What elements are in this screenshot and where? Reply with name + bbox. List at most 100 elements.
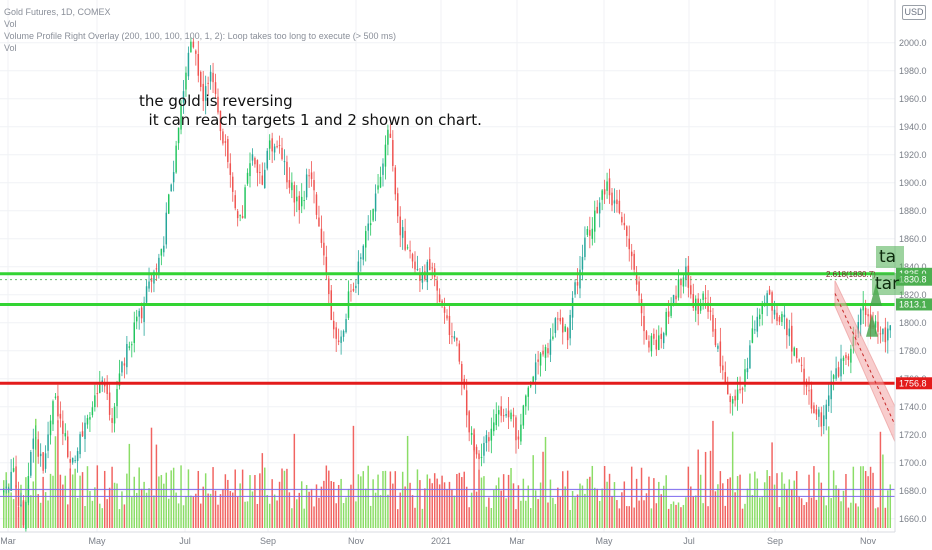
x-tick-label: Jul bbox=[683, 536, 695, 546]
candle-body bbox=[704, 297, 707, 299]
symbol-title[interactable]: Gold Futures, 1D, COMEX bbox=[4, 7, 111, 17]
volume-bar bbox=[278, 481, 281, 528]
volume-bar bbox=[342, 503, 345, 528]
candle-body bbox=[103, 383, 106, 387]
candle-body bbox=[229, 163, 232, 175]
volume-bar bbox=[47, 500, 49, 528]
candle-body bbox=[820, 412, 823, 427]
indicator-volume-profile-label[interactable]: Volume Profile Right Overlay (200, 100, … bbox=[4, 31, 396, 41]
candle-body bbox=[662, 333, 665, 344]
volume-bar bbox=[845, 473, 847, 528]
volume-bar bbox=[128, 443, 131, 528]
volume-bar bbox=[94, 487, 96, 528]
candle-body bbox=[648, 341, 650, 348]
annotation-line-2: it can reach targets 1 and 2 shown on ch… bbox=[139, 111, 482, 129]
candle-body bbox=[845, 354, 847, 359]
volume-bar bbox=[813, 466, 815, 528]
candle-body bbox=[271, 138, 273, 152]
candle-body bbox=[382, 163, 384, 175]
candle-body bbox=[574, 282, 576, 295]
volume-bar bbox=[436, 478, 438, 528]
volume-bar bbox=[596, 488, 598, 528]
candle-body bbox=[473, 434, 475, 451]
volume-bar bbox=[165, 472, 168, 528]
indicator-vol-label-2[interactable]: Vol bbox=[4, 43, 17, 53]
candle-body bbox=[360, 257, 362, 259]
chart-annotation-text[interactable]: the gold is reversing it can reach targe… bbox=[139, 92, 482, 130]
volume-bar bbox=[468, 507, 470, 528]
candle-body bbox=[377, 185, 379, 190]
volume-bar bbox=[411, 495, 414, 528]
candle-body bbox=[264, 169, 266, 188]
volume-bars bbox=[3, 418, 892, 528]
candle-body bbox=[276, 146, 278, 148]
volume-bar bbox=[485, 506, 488, 528]
candle-body bbox=[507, 410, 510, 418]
candle-body bbox=[818, 409, 820, 417]
candle-body bbox=[69, 459, 71, 463]
volume-bar bbox=[298, 492, 300, 528]
volume-bar bbox=[680, 507, 682, 528]
candle-body bbox=[153, 271, 155, 284]
candle-body bbox=[699, 302, 702, 311]
candle-body bbox=[633, 253, 635, 270]
volume-bar bbox=[497, 477, 500, 528]
volume-bar bbox=[271, 479, 273, 528]
volume-bar bbox=[675, 504, 677, 528]
volume-bar bbox=[79, 475, 81, 528]
candle-body bbox=[707, 302, 709, 312]
volume-bar bbox=[815, 499, 818, 528]
volume-bar bbox=[185, 496, 187, 528]
candle-body bbox=[251, 154, 254, 161]
candle-body bbox=[379, 176, 382, 188]
volume-bar bbox=[783, 483, 786, 528]
candle-body bbox=[837, 367, 840, 377]
candle-body bbox=[298, 195, 300, 211]
volume-bar bbox=[776, 473, 778, 528]
volume-bar bbox=[308, 491, 310, 528]
candle-body bbox=[315, 194, 318, 215]
y-tick-label: 1940.0 bbox=[899, 122, 927, 132]
candle-body bbox=[286, 161, 288, 183]
volume-bar bbox=[394, 471, 397, 528]
indicator-vol-label[interactable]: Vol bbox=[4, 19, 17, 29]
candle-body bbox=[143, 302, 145, 323]
volume-bar bbox=[867, 476, 869, 528]
currency-badge[interactable]: USD bbox=[902, 5, 926, 20]
volume-bar bbox=[62, 484, 64, 528]
candle-body bbox=[827, 395, 830, 407]
candle-body bbox=[337, 340, 340, 342]
candle-body bbox=[840, 358, 842, 377]
volume-bar bbox=[182, 505, 185, 528]
target-2-label[interactable]: tar bbox=[872, 273, 904, 295]
volume-bar bbox=[239, 483, 241, 528]
candle-body bbox=[30, 451, 32, 476]
volume-bar bbox=[187, 469, 190, 528]
volume-bar bbox=[685, 497, 687, 528]
candle-body bbox=[39, 453, 42, 457]
candle-body bbox=[195, 50, 197, 54]
candle-body bbox=[542, 350, 544, 355]
volume-bar bbox=[478, 469, 480, 528]
y-tick-label: 1880.0 bbox=[899, 206, 927, 216]
volume-bar bbox=[512, 483, 515, 528]
volume-bar bbox=[318, 497, 320, 528]
candle-body bbox=[394, 167, 397, 195]
target-1-label[interactable]: ta bbox=[876, 246, 904, 268]
candle-body bbox=[756, 316, 759, 332]
candle-body bbox=[564, 326, 566, 332]
x-tick-label: May bbox=[88, 536, 106, 546]
volume-bar bbox=[761, 497, 763, 528]
volume-bar bbox=[35, 418, 37, 528]
candle-body bbox=[190, 41, 192, 53]
volume-bar bbox=[618, 508, 621, 528]
candle-body bbox=[884, 327, 887, 343]
candle-body bbox=[803, 368, 805, 383]
candle-body bbox=[128, 346, 131, 348]
volume-bar bbox=[463, 471, 465, 528]
volume-bar bbox=[724, 505, 727, 528]
volume-bar bbox=[520, 500, 522, 528]
volume-bar bbox=[148, 488, 150, 528]
candle-body bbox=[446, 315, 448, 319]
